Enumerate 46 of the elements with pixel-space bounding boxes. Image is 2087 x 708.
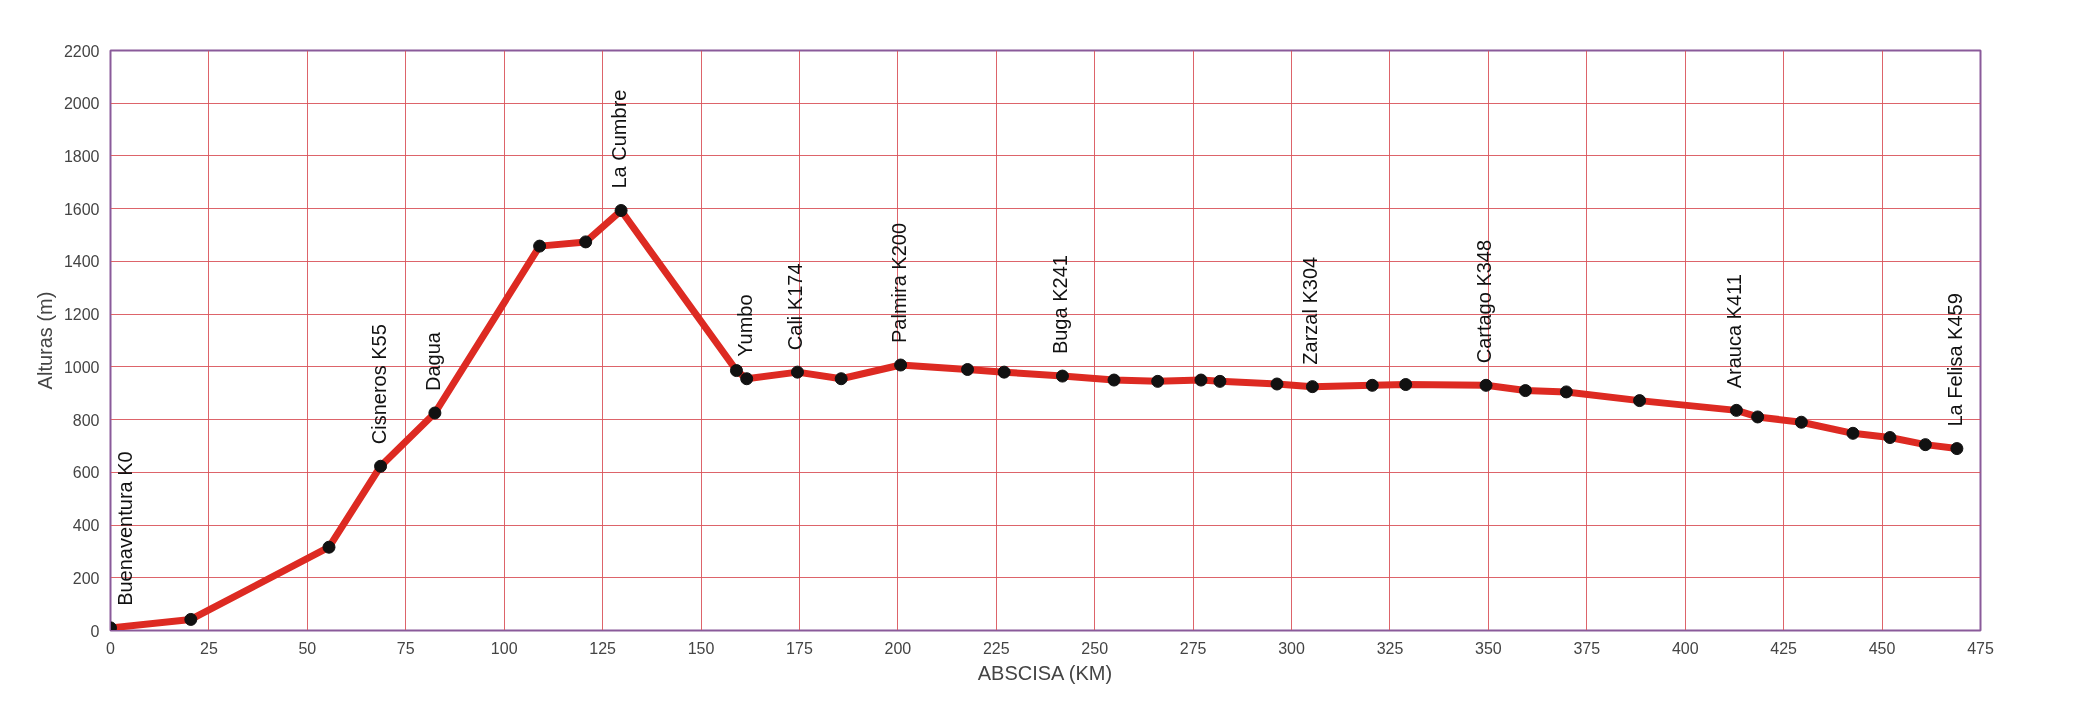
y-tick-label: 800 [72,411,100,429]
x-tick-label: 400 [1671,639,1699,657]
y-tick-label: 1000 [63,358,100,376]
x-tick-label: 200 [884,639,912,657]
y-tick-label: 200 [72,569,100,587]
x-tick-label: 275 [1179,639,1207,657]
y-axis-title: Alturas (m) [33,291,56,390]
x-tick-label: 300 [1278,639,1305,657]
x-tick-label: 225 [982,639,1010,657]
y-tick-label: 1800 [63,147,100,165]
annotation: Cartago K348 [1473,239,1496,364]
y-tick-label: 2200 [63,42,100,60]
x-tick-label: 125 [589,639,617,657]
annotation: La Cumbre [608,89,631,189]
annotation: La Felisa K459 [1943,293,1966,427]
y-tick-label: 0 [90,622,100,640]
annotation: Dagua [421,331,444,391]
x-tick-label: 375 [1573,639,1601,657]
y-tick-label: 1400 [63,253,100,271]
x-tick-label: 75 [396,639,415,657]
y-tick-label: 1600 [63,200,100,218]
y-tick-label: 2000 [63,95,100,113]
x-tick-label: 0 [106,639,116,657]
x-tick-label: 175 [786,639,813,657]
annotation: Buenaventura K0 [113,451,136,606]
annotation: Buga K241 [1049,255,1072,355]
x-tick-label: 425 [1770,639,1798,657]
x-tick-label: 325 [1376,639,1404,657]
y-tick-label: 1200 [63,306,100,324]
x-tick-label: 100 [490,639,518,657]
x-tick-label: 50 [298,639,317,657]
y-tick-label: 400 [72,517,100,535]
x-tick-label: 475 [1967,639,1994,657]
annotation: Cisneros K55 [367,324,390,445]
x-tick-label: 25 [200,639,218,657]
x-tick-label: 450 [1868,639,1896,657]
annotation: Cali K174 [784,263,807,351]
annotation: Yumbo [733,294,756,357]
x-tick-label: 350 [1475,639,1502,657]
y-tick-label: 600 [72,464,100,482]
x-tick-label: 250 [1081,639,1109,657]
x-axis-title: ABSCISA (KM) [977,661,1113,684]
annotation: Palmira K200 [887,222,910,344]
annotation: Arauca K411 [1723,274,1746,389]
annotation: Zarzal K304 [1299,256,1322,365]
x-tick-label: 150 [687,639,715,657]
